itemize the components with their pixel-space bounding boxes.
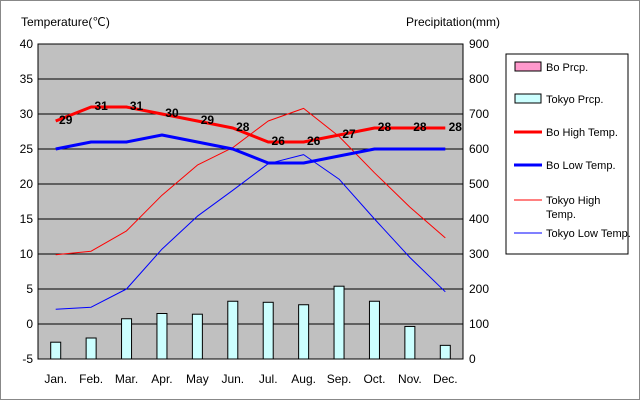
legend-swatch [514, 61, 542, 72]
x-tick-label: Dec. [433, 372, 458, 386]
left-tick-label: 25 [20, 142, 34, 156]
legend-label: Tokyo Prcp. [546, 94, 603, 106]
x-tick-label: Mar. [115, 372, 138, 386]
right-tick-label: 500 [469, 177, 489, 191]
legend-label: Tokyo High Temp. [546, 195, 600, 221]
right-tick-label: 100 [469, 317, 489, 331]
x-tick-label: Sep. [327, 372, 352, 386]
left-tick-label: 40 [20, 37, 34, 51]
right-tick-label: 700 [469, 107, 489, 121]
data-label: 29 [201, 113, 215, 127]
left-tick-label: -5 [22, 352, 33, 366]
temperature-lines [55, 105, 446, 310]
right-tick-label: 800 [469, 72, 489, 86]
left-tick-label: 0 [26, 317, 33, 331]
data-label: 27 [342, 127, 356, 141]
x-tick-label: May [186, 372, 209, 386]
precip-bar [333, 285, 345, 360]
precip-bar [121, 318, 133, 360]
bo-low-temp-line [55, 133, 446, 165]
right-axis-title: Precipitation(mm) [406, 15, 500, 29]
data-label: 26 [307, 134, 321, 148]
right-tick-label: 0 [469, 352, 476, 366]
legend-label: Bo Prcp. [546, 62, 588, 74]
data-label: 31 [94, 99, 108, 113]
legend-label: Tokyo Low Temp. [546, 228, 631, 240]
precip-bar [439, 344, 451, 360]
right-tick-label: 900 [469, 37, 489, 51]
left-tick-label: 30 [20, 107, 34, 121]
precipitation-bars [50, 285, 451, 360]
tokyo-low-temp-line [55, 154, 446, 310]
precip-bar [50, 341, 62, 360]
right-axis-ticks: 0 100 200 300 400 500 600 700 800 900 [469, 37, 489, 366]
data-label: 29 [59, 113, 73, 127]
legend-label: Bo High Temp. [546, 127, 618, 139]
left-tick-label: 20 [20, 177, 34, 191]
precip-bar [156, 313, 168, 360]
data-label: 28 [449, 120, 463, 134]
data-label: 31 [130, 99, 144, 113]
precip-bar [227, 300, 239, 360]
x-tick-label: Aug. [291, 372, 316, 386]
precip-bar [262, 301, 274, 360]
legend: Bo Prcp. Tokyo Prcp. Bo High Temp. Bo Low T… [505, 53, 631, 255]
left-tick-label: 15 [20, 212, 34, 226]
left-tick-label: 5 [26, 282, 33, 296]
data-label: 26 [272, 134, 286, 148]
data-label: 28 [236, 120, 250, 134]
data-labels: 29 31 31 30 29 28 26 26 27 28 28 28 [59, 99, 462, 148]
left-tick-label: 10 [20, 247, 34, 261]
gridlines [38, 78, 463, 325]
bo-high-temp-line [55, 105, 446, 144]
right-tick-label: 300 [469, 247, 489, 261]
x-tick-label: Oct. [363, 372, 385, 386]
data-label: 30 [165, 106, 179, 120]
precip-bar [85, 337, 97, 360]
right-tick-label: 200 [469, 282, 489, 296]
x-tick-label: Apr. [151, 372, 172, 386]
left-axis-ticks: -5 0 5 10 15 20 25 30 35 40 [20, 37, 34, 366]
x-tick-label: Jun. [221, 372, 244, 386]
left-axis-title: Temperature(℃) [21, 15, 110, 29]
precip-bar [404, 325, 416, 360]
precip-bar [191, 313, 203, 360]
legend-swatch [514, 93, 542, 104]
plot-area [37, 43, 464, 360]
data-label: 28 [378, 120, 392, 134]
right-tick-label: 400 [469, 212, 489, 226]
data-label: 28 [413, 120, 427, 134]
legend-box [505, 53, 629, 255]
x-axis-ticks: Jan. Feb. Mar. Apr. May Jun. Jul. Aug. Sep. Oct. N… [44, 372, 457, 386]
x-tick-label: Nov. [398, 372, 422, 386]
left-tick-label: 35 [20, 72, 34, 86]
right-tick-label: 600 [469, 142, 489, 156]
x-tick-label: Feb. [79, 372, 103, 386]
legend-label: Bo Low Temp. [546, 160, 616, 172]
precip-bar [368, 300, 380, 360]
precip-bar [298, 304, 310, 360]
x-tick-label: Jan. [44, 372, 67, 386]
x-tick-label: Jul. [259, 372, 278, 386]
